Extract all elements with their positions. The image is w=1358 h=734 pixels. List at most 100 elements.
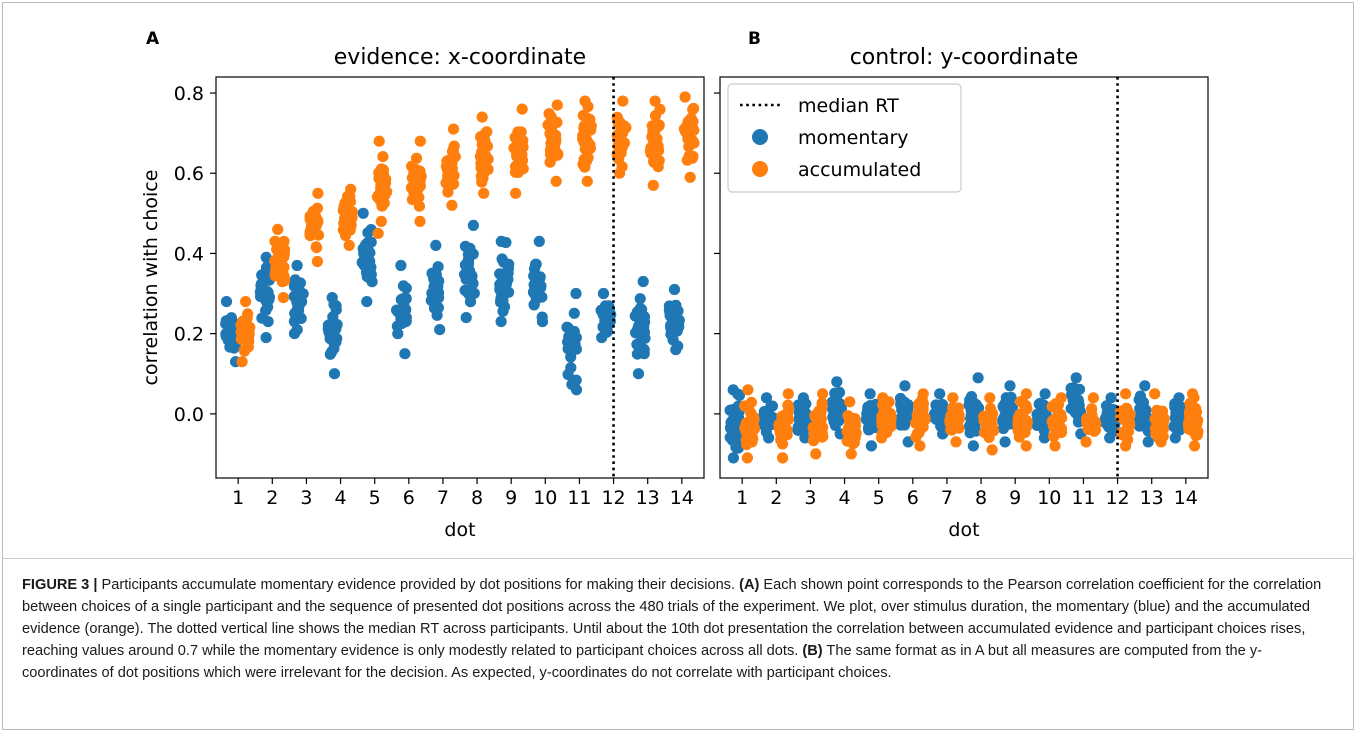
data-point xyxy=(440,160,452,173)
data-point xyxy=(430,239,442,251)
data-point xyxy=(617,95,629,107)
legend: median RT momentary accumulated xyxy=(727,83,962,193)
data-point xyxy=(951,418,963,430)
x-tick-label: 11 xyxy=(567,487,591,509)
y-tick-label: 0.6 xyxy=(174,163,204,185)
data-point xyxy=(636,303,648,316)
data-point xyxy=(496,253,508,265)
caption-part-b-label: (B) xyxy=(802,643,823,659)
data-point xyxy=(346,206,358,218)
data-point xyxy=(235,326,247,338)
data-point xyxy=(631,338,643,350)
data-point xyxy=(480,165,492,177)
data-point xyxy=(883,408,895,420)
data-point xyxy=(225,312,237,324)
x-tick-label: 11 xyxy=(1071,487,1095,509)
data-point xyxy=(668,283,681,296)
data-point xyxy=(551,99,563,111)
data-point xyxy=(391,304,403,316)
data-point xyxy=(361,296,373,308)
data-point xyxy=(984,392,996,404)
data-point xyxy=(682,133,694,145)
data-point xyxy=(242,341,254,353)
x-tick-label: 12 xyxy=(1105,487,1129,509)
data-point xyxy=(240,296,252,308)
y-tick-label: 0.4 xyxy=(174,243,204,265)
x-tick-label: 3 xyxy=(300,487,312,509)
data-point xyxy=(672,340,684,352)
data-point xyxy=(260,251,272,263)
data-point xyxy=(899,380,911,392)
data-point xyxy=(511,150,523,162)
data-point xyxy=(476,111,488,123)
data-point xyxy=(730,441,742,453)
data-point xyxy=(543,108,555,120)
data-point xyxy=(291,259,303,272)
data-point xyxy=(1086,403,1098,415)
data-point xyxy=(673,321,685,333)
data-point xyxy=(509,187,522,199)
data-point xyxy=(947,392,959,404)
caption-part-a-text: Each shown point corresponds to the Pear… xyxy=(22,577,1322,659)
data-point xyxy=(684,171,696,183)
data-point xyxy=(568,307,580,319)
data-point xyxy=(844,396,856,408)
data-point xyxy=(263,294,275,306)
panel-title: evidence: x-coordinate xyxy=(334,45,586,70)
data-point xyxy=(739,422,751,434)
data-point xyxy=(325,346,338,358)
data-point xyxy=(365,236,377,248)
data-point xyxy=(582,101,594,113)
data-point xyxy=(775,434,787,446)
data-point xyxy=(963,420,976,432)
x-tick-label: 7 xyxy=(941,487,953,509)
x-tick-label: 6 xyxy=(907,487,919,509)
data-point xyxy=(376,200,388,212)
x-tick-label: 13 xyxy=(1140,487,1164,509)
series-accumulated xyxy=(235,91,700,368)
y-tick-label: 0.2 xyxy=(174,324,204,346)
data-point xyxy=(377,151,389,163)
data-point xyxy=(222,333,234,345)
data-point xyxy=(911,428,923,440)
data-point xyxy=(290,278,302,290)
data-point xyxy=(653,120,665,132)
data-point xyxy=(638,348,650,360)
data-point xyxy=(1070,372,1082,384)
data-point xyxy=(997,401,1009,413)
data-point xyxy=(986,444,998,456)
data-point xyxy=(687,103,699,115)
data-point xyxy=(1142,436,1154,448)
data-point xyxy=(653,144,665,157)
x-tick-label: 1 xyxy=(232,487,244,509)
data-point xyxy=(761,419,773,431)
x-tick-label: 5 xyxy=(873,487,885,509)
data-point xyxy=(732,388,744,400)
x-tick-label: 14 xyxy=(1174,487,1198,509)
data-point xyxy=(727,452,740,464)
data-point xyxy=(476,176,488,188)
data-point xyxy=(459,240,471,252)
data-point xyxy=(726,404,738,416)
data-point xyxy=(467,219,479,231)
data-point xyxy=(548,143,560,155)
data-point xyxy=(864,388,876,400)
data-point xyxy=(799,432,811,444)
data-point xyxy=(773,422,785,435)
data-point xyxy=(516,103,528,115)
caption-figure-label: FIGURE 3 | xyxy=(22,577,98,593)
data-point xyxy=(307,223,319,235)
data-point xyxy=(413,200,425,212)
data-point xyxy=(827,411,839,423)
legend-label: accumulated xyxy=(798,159,921,181)
data-point xyxy=(984,413,996,425)
data-point xyxy=(899,396,911,408)
data-point xyxy=(464,296,477,308)
data-point xyxy=(648,155,660,167)
data-point xyxy=(796,418,808,430)
data-point xyxy=(399,312,411,324)
data-point xyxy=(344,190,356,203)
data-point xyxy=(357,207,369,219)
data-point xyxy=(236,356,248,368)
